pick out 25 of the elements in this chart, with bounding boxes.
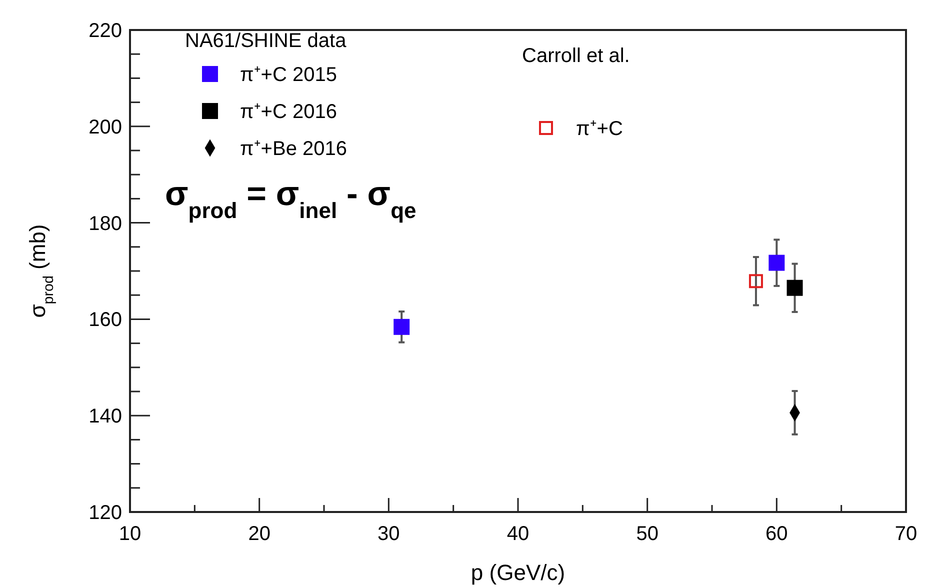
legend-title: NA61/SHINE data: [185, 30, 348, 52]
annotation: σ$_{prod}$ = σ$_{inel}$ - σ$_{qe}$: [165, 175, 416, 222]
legend-label: π⁺+C 2015: [240, 64, 337, 86]
point: [768, 254, 785, 271]
x-tick-label: 70: [894, 523, 918, 545]
point: [748, 274, 763, 288]
legend-label: π⁺+Be 2016: [240, 138, 347, 160]
y-tick-label: 180: [88, 212, 122, 235]
x-tick-label: 10: [118, 523, 142, 545]
x-tick-label: 60: [766, 523, 788, 545]
legend-label: π⁺+C: [576, 118, 623, 140]
x-tick-label: 50: [636, 523, 658, 545]
x-tick-label: 20: [248, 523, 270, 545]
annotation: Carroll et al.: [522, 45, 630, 67]
y-tick-label: 220: [88, 20, 122, 42]
x-tick-label: 30: [378, 523, 400, 545]
y-tick-label: 200: [88, 116, 122, 138]
y-tick-label: 140: [88, 406, 122, 428]
legend-label: π⁺+C 2016: [240, 101, 337, 123]
x-axis-title: p (GeV/c): [470, 560, 566, 585]
y-tick-label: 120: [88, 502, 122, 524]
x-tick-label: 40: [506, 523, 530, 545]
point: [786, 280, 803, 296]
point: [394, 318, 410, 335]
y-tick-label: 160: [88, 309, 122, 332]
